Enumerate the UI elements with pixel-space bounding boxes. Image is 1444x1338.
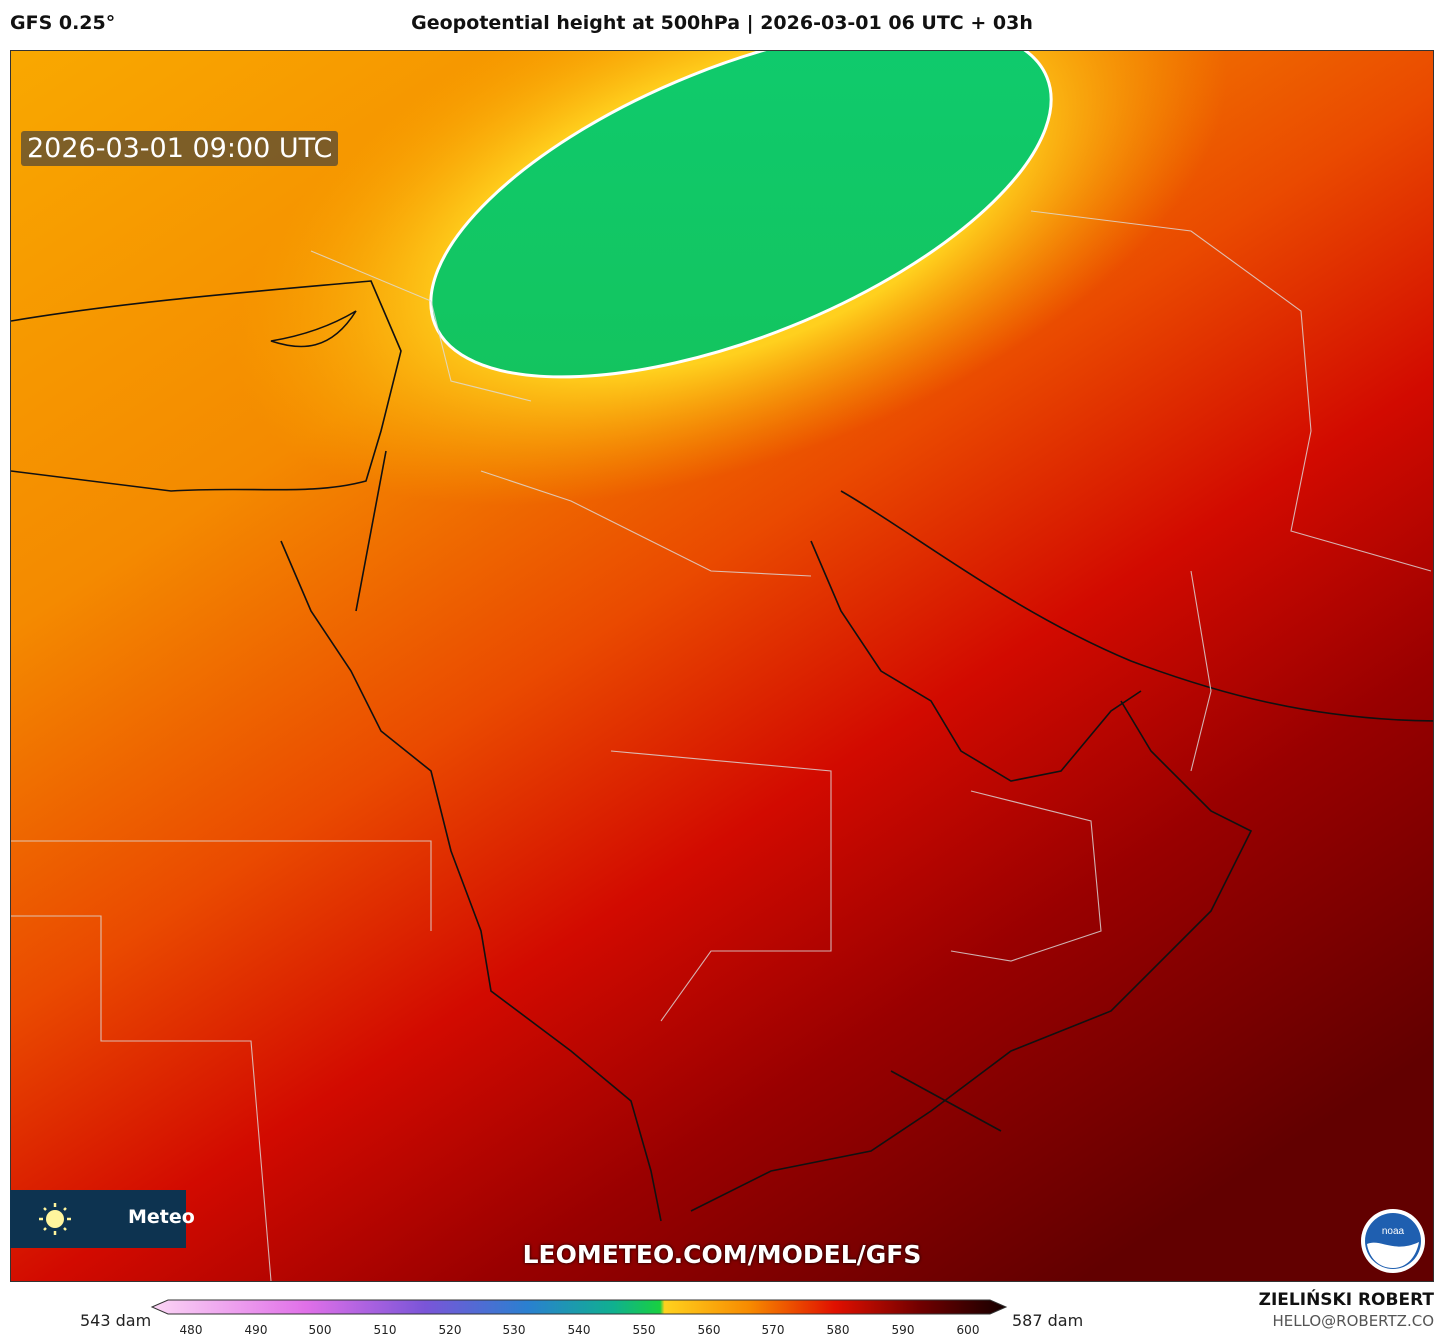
author-credit: ZIELIŃSKI ROBERT HELLO@ROBERTZ.CO (1259, 1290, 1434, 1330)
legend-max-label: 587 dam (1012, 1311, 1084, 1330)
legend-tick: 600 (956, 1323, 980, 1337)
legend-min-label: 543 dam (80, 1311, 152, 1330)
low-contour (429, 51, 1053, 379)
colorbar (150, 1299, 1008, 1315)
chart-title: Geopotential height at 500hPa | 2026-03-… (411, 12, 1033, 34)
map-canvas[interactable]: 2026-03-01 09:00 UTC (10, 50, 1434, 1282)
legend-tick: 570 (761, 1323, 785, 1337)
legend-tick: 540 (567, 1323, 591, 1337)
height-field (11, 51, 1433, 1281)
valid-time-label: 2026-03-01 09:00 UTC (21, 131, 339, 166)
legend-tick: 550 (632, 1323, 656, 1337)
coastlines (11, 280, 1433, 1222)
legend-tick: 480 (179, 1323, 203, 1337)
legend-tick: 530 (502, 1323, 526, 1337)
legend-tick: 560 (697, 1323, 721, 1337)
legend-tick: 510 (373, 1323, 397, 1337)
legend-tick: 520 (438, 1323, 462, 1337)
legend-tick: 590 (891, 1323, 915, 1337)
borders (11, 210, 1432, 1281)
brand-logo[interactable]: Meteo (10, 1190, 195, 1248)
author-email[interactable]: HELLO@ROBERTZ.CO (1272, 1312, 1434, 1330)
svg-text:noaa: noaa (1382, 1226, 1405, 1237)
watermark-url[interactable]: LEOMETEO.COM/MODEL/GFS (522, 1240, 922, 1269)
color-legend: 543 dam 480 490 500 510 520 530 540 550 … (0, 1290, 1444, 1338)
author-name: ZIELIŃSKI ROBERT (1258, 1290, 1434, 1310)
brand-text: Meteo (128, 1206, 195, 1228)
noaa-logo-icon: noaa (1361, 1209, 1425, 1273)
legend-tick: 500 (308, 1323, 332, 1337)
legend-tick: 490 (244, 1323, 268, 1337)
legend-tick: 580 (826, 1323, 850, 1337)
model-name: GFS 0.25° (10, 12, 116, 34)
sun-logo-icon (39, 1203, 71, 1235)
